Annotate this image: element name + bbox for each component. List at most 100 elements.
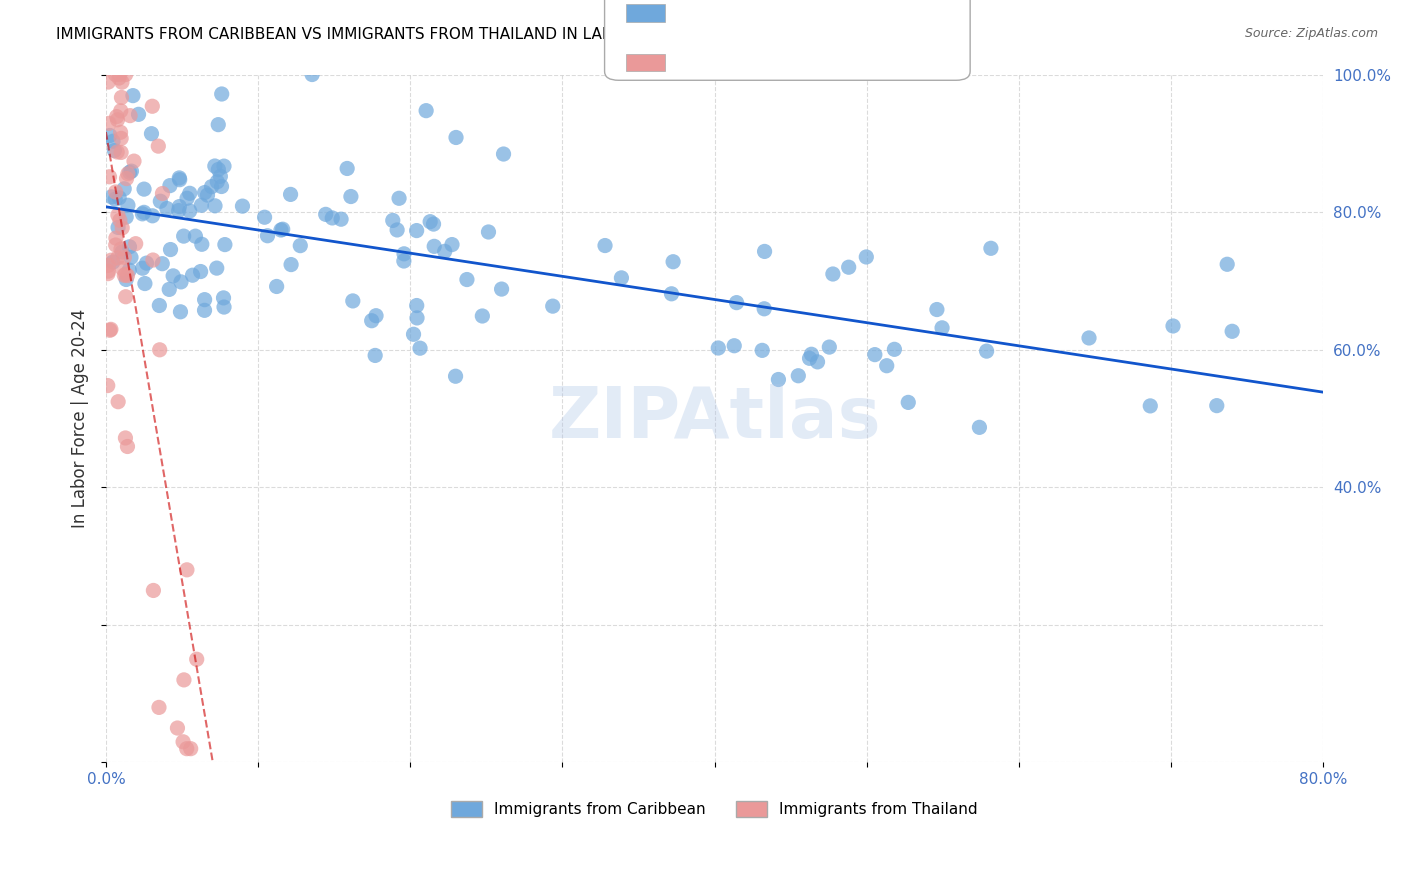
Immigrants from Thailand	[97, 116, 120, 130]
Immigrants from Caribbean	[159, 178, 181, 193]
Immigrants from Caribbean	[280, 258, 302, 272]
Immigrants from Thailand	[114, 290, 136, 304]
Immigrants from Caribbean	[115, 210, 138, 224]
Immigrants from Caribbean	[209, 169, 232, 184]
Text: R =: R =	[633, 62, 669, 80]
Immigrants from Caribbean	[838, 260, 860, 275]
Immigrants from Thailand	[110, 125, 132, 139]
Immigrants from Caribbean	[212, 291, 235, 305]
Immigrants from Caribbean	[141, 209, 163, 223]
Immigrants from Caribbean	[751, 343, 773, 358]
Immigrants from Caribbean	[423, 239, 446, 253]
Immigrants from Caribbean	[108, 191, 131, 205]
Immigrants from Caribbean	[799, 351, 821, 366]
Immigrants from Caribbean	[184, 229, 207, 244]
Immigrants from Thailand	[98, 323, 121, 337]
Immigrants from Caribbean	[1078, 331, 1101, 345]
Immigrants from Caribbean	[321, 211, 343, 225]
Immigrants from Thailand	[176, 563, 198, 577]
Immigrants from Caribbean	[207, 175, 229, 189]
Text: N =: N =	[738, 62, 786, 80]
Immigrants from Thailand	[111, 261, 134, 276]
Immigrants from Caribbean	[976, 344, 998, 359]
Immigrants from Thailand	[104, 68, 127, 82]
Immigrants from Caribbean	[610, 271, 633, 285]
Immigrants from Caribbean	[128, 107, 150, 121]
Immigrants from Caribbean	[104, 192, 127, 206]
Immigrants from Caribbean	[190, 198, 212, 212]
Text: Source: ZipAtlas.com: Source: ZipAtlas.com	[1244, 27, 1378, 40]
Immigrants from Thailand	[108, 68, 131, 82]
Immigrants from Caribbean	[120, 164, 142, 178]
Immigrants from Thailand	[100, 322, 122, 336]
Immigrants from Caribbean	[173, 229, 195, 244]
Immigrants from Thailand	[112, 251, 135, 265]
Immigrants from Thailand	[142, 583, 165, 598]
Immigrants from Caribbean	[167, 203, 190, 218]
Immigrants from Caribbean	[1205, 399, 1227, 413]
Immigrants from Caribbean	[754, 244, 776, 259]
Immigrants from Thailand	[111, 220, 134, 235]
Immigrants from Thailand	[117, 167, 139, 181]
Immigrants from Caribbean	[205, 261, 228, 276]
Immigrants from Caribbean	[118, 165, 141, 179]
Immigrants from Caribbean	[271, 222, 294, 236]
Immigrants from Thailand	[149, 343, 172, 357]
Immigrants from Caribbean	[149, 194, 172, 209]
Immigrants from Caribbean	[211, 179, 233, 194]
Immigrants from Caribbean	[477, 225, 499, 239]
Immigrants from Thailand	[104, 231, 127, 245]
Immigrants from Caribbean	[266, 279, 288, 293]
Immigrants from Caribbean	[492, 147, 515, 161]
Immigrants from Caribbean	[118, 240, 141, 254]
Immigrants from Thailand	[97, 267, 120, 281]
Immigrants from Caribbean	[101, 255, 124, 269]
Immigrants from Caribbean	[207, 118, 229, 132]
Immigrants from Caribbean	[101, 134, 124, 148]
Immigrants from Caribbean	[253, 211, 276, 225]
Immigrants from Caribbean	[200, 179, 222, 194]
Immigrants from Thailand	[186, 652, 208, 666]
Immigrants from Thailand	[100, 253, 122, 268]
Immigrants from Caribbean	[800, 347, 823, 361]
Immigrants from Thailand	[105, 145, 128, 159]
Text: 146: 146	[780, 12, 818, 29]
Immigrants from Caribbean	[388, 191, 411, 205]
Immigrants from Caribbean	[132, 182, 155, 196]
Immigrants from Caribbean	[190, 264, 212, 278]
Immigrants from Thailand	[107, 394, 129, 409]
Immigrants from Caribbean	[931, 321, 953, 335]
Immigrants from Caribbean	[212, 300, 235, 314]
Immigrants from Caribbean	[112, 182, 135, 196]
Immigrants from Caribbean	[280, 187, 302, 202]
Immigrants from Caribbean	[419, 215, 441, 229]
Immigrants from Thailand	[120, 109, 142, 123]
Immigrants from Caribbean	[364, 309, 387, 323]
Immigrants from Caribbean	[444, 130, 467, 145]
Immigrants from Caribbean	[115, 272, 138, 286]
Immigrants from Thailand	[107, 251, 129, 265]
Immigrants from Caribbean	[141, 127, 163, 141]
Immigrants from Caribbean	[122, 88, 145, 103]
Immigrants from Thailand	[110, 103, 132, 118]
Immigrants from Caribbean	[194, 186, 217, 200]
Immigrants from Caribbean	[256, 228, 278, 243]
Immigrants from Caribbean	[231, 199, 253, 213]
Immigrants from Caribbean	[117, 198, 139, 212]
Immigrants from Caribbean	[661, 286, 683, 301]
Immigrants from Thailand	[115, 171, 138, 186]
Immigrants from Caribbean	[170, 275, 193, 289]
Immigrants from Thailand	[176, 741, 198, 756]
Immigrants from Thailand	[111, 75, 134, 89]
Immigrants from Thailand	[173, 673, 195, 687]
Immigrants from Caribbean	[541, 299, 564, 313]
Immigrants from Caribbean	[204, 159, 226, 173]
Immigrants from Caribbean	[415, 103, 437, 118]
Immigrants from Caribbean	[211, 87, 233, 101]
Immigrants from Caribbean	[181, 268, 204, 283]
Text: R =: R =	[633, 12, 669, 29]
Immigrants from Caribbean	[169, 200, 191, 214]
Immigrants from Thailand	[125, 236, 148, 251]
Immigrants from Caribbean	[169, 170, 191, 185]
Immigrants from Thailand	[108, 213, 131, 227]
